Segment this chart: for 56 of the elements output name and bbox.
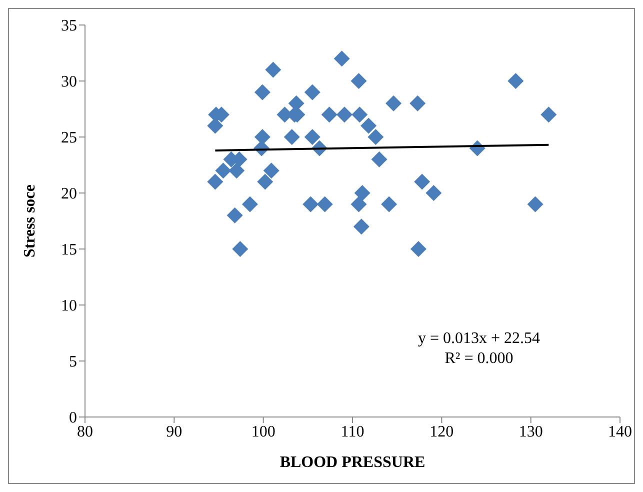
point	[207, 118, 224, 134]
point	[414, 174, 430, 190]
point	[257, 174, 274, 190]
point	[410, 241, 426, 257]
y-tick-label: 0	[69, 410, 77, 427]
point	[371, 151, 388, 168]
x-tick-label: 80	[77, 423, 93, 440]
point	[508, 73, 524, 89]
point	[321, 106, 338, 123]
point	[215, 162, 232, 179]
y-tick-label: 30	[61, 74, 77, 91]
x-tick-label: 100	[251, 423, 276, 440]
point	[354, 185, 370, 201]
point	[527, 196, 544, 212]
point	[242, 196, 258, 212]
point	[263, 162, 280, 179]
point	[228, 162, 245, 179]
point	[360, 118, 377, 134]
point	[350, 196, 367, 212]
point	[316, 196, 333, 212]
x-tick-label: 110	[340, 423, 364, 440]
x-tick-label: 120	[430, 423, 454, 440]
y-axis-title: Stress soce	[22, 184, 39, 258]
point	[304, 84, 320, 100]
point	[336, 106, 352, 123]
point	[304, 129, 320, 145]
point	[284, 129, 300, 145]
y-tick-label: 5	[69, 354, 77, 371]
x-tick-label: 130	[518, 423, 543, 440]
y-tick-label: 25	[61, 130, 77, 147]
point	[352, 106, 368, 123]
y-tick-label: 20	[61, 186, 77, 203]
point	[426, 185, 442, 201]
point	[334, 50, 350, 67]
x-tick-label: 140	[608, 423, 632, 440]
y-tick-label: 35	[61, 18, 77, 35]
point	[386, 95, 402, 112]
point	[302, 196, 319, 212]
point	[232, 241, 248, 257]
point	[265, 62, 282, 78]
annotation: R² = 0.000	[444, 349, 514, 369]
y-tick-label: 15	[61, 242, 77, 259]
y-tick-label: 10	[61, 298, 77, 315]
x-axis-title: BLOOD PRESSURE	[280, 454, 426, 471]
point	[207, 174, 224, 190]
point	[226, 207, 243, 224]
point	[368, 129, 384, 145]
point	[540, 106, 557, 123]
x-tick-label: 90	[166, 423, 182, 440]
point	[254, 129, 270, 145]
annotation: y = 0.013x + 22.54	[416, 329, 542, 349]
point	[410, 95, 426, 112]
point	[381, 196, 398, 212]
point	[350, 73, 367, 89]
point	[254, 84, 270, 100]
point	[353, 218, 370, 235]
